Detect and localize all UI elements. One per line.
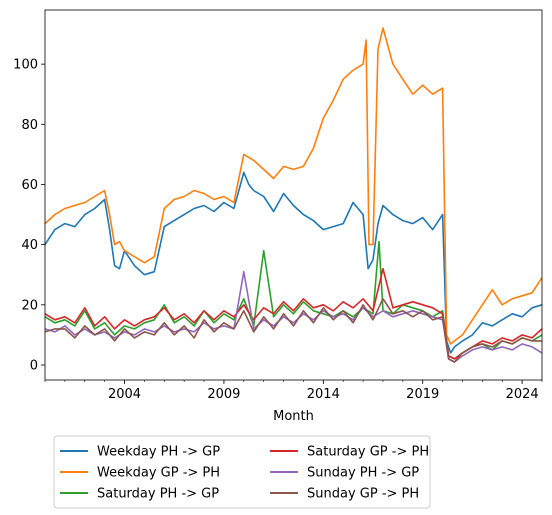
series-line-6 bbox=[44, 297, 542, 363]
legend-entry-6[interactable]: Sunday GP -> PH bbox=[270, 487, 419, 502]
y-tick-label: 40 bbox=[21, 238, 38, 253]
legend[interactable]: Weekday PH -> GP Weekday GP -> PH Saturday… bbox=[53, 435, 431, 509]
legend-label: Weekday PH -> GP bbox=[97, 445, 220, 460]
legend-entry-3[interactable]: Saturday PH -> GP bbox=[60, 487, 219, 502]
y-axis: 0 20 40 60 80 100 bbox=[13, 58, 45, 373]
x-tick-label: 2024 bbox=[506, 387, 539, 402]
x-tick-label: 2009 bbox=[207, 387, 240, 402]
x-axis-label: Month bbox=[273, 409, 314, 424]
series-line-1 bbox=[44, 171, 543, 354]
x-tick-label: 2004 bbox=[108, 387, 141, 402]
plot-background bbox=[45, 10, 542, 380]
y-tick-label: 0 bbox=[30, 358, 38, 373]
legend-label: Weekday GP -> PH bbox=[97, 466, 220, 481]
legend-entry-2[interactable]: Weekday GP -> PH bbox=[60, 466, 220, 481]
series-layer bbox=[44, 27, 543, 363]
y-tick-label: 60 bbox=[21, 178, 38, 193]
legend-frame bbox=[53, 435, 431, 509]
y-tick-label: 100 bbox=[13, 58, 38, 73]
y-tick-label: 20 bbox=[21, 298, 38, 313]
legend-entry-4[interactable]: Saturday GP -> PH bbox=[270, 445, 429, 460]
legend-label: Sunday GP -> PH bbox=[307, 487, 419, 502]
legend-label: Saturday GP -> PH bbox=[307, 445, 429, 460]
x-axis: 2004 2009 2014 2019 2024 bbox=[44, 380, 543, 402]
legend-entry-1[interactable]: Weekday PH -> GP bbox=[60, 445, 220, 460]
x-tick-label: 2019 bbox=[406, 387, 439, 402]
series-line-2 bbox=[44, 27, 543, 345]
legend-label: Sunday PH -> GP bbox=[307, 466, 419, 481]
legend-entry-5[interactable]: Sunday PH -> GP bbox=[270, 466, 419, 481]
legend-label: Saturday PH -> GP bbox=[97, 487, 219, 502]
plot-frame bbox=[44, 9, 543, 381]
x-tick-label: 2014 bbox=[307, 387, 340, 402]
series-line-4 bbox=[44, 267, 543, 360]
y-tick-label: 80 bbox=[21, 118, 38, 133]
